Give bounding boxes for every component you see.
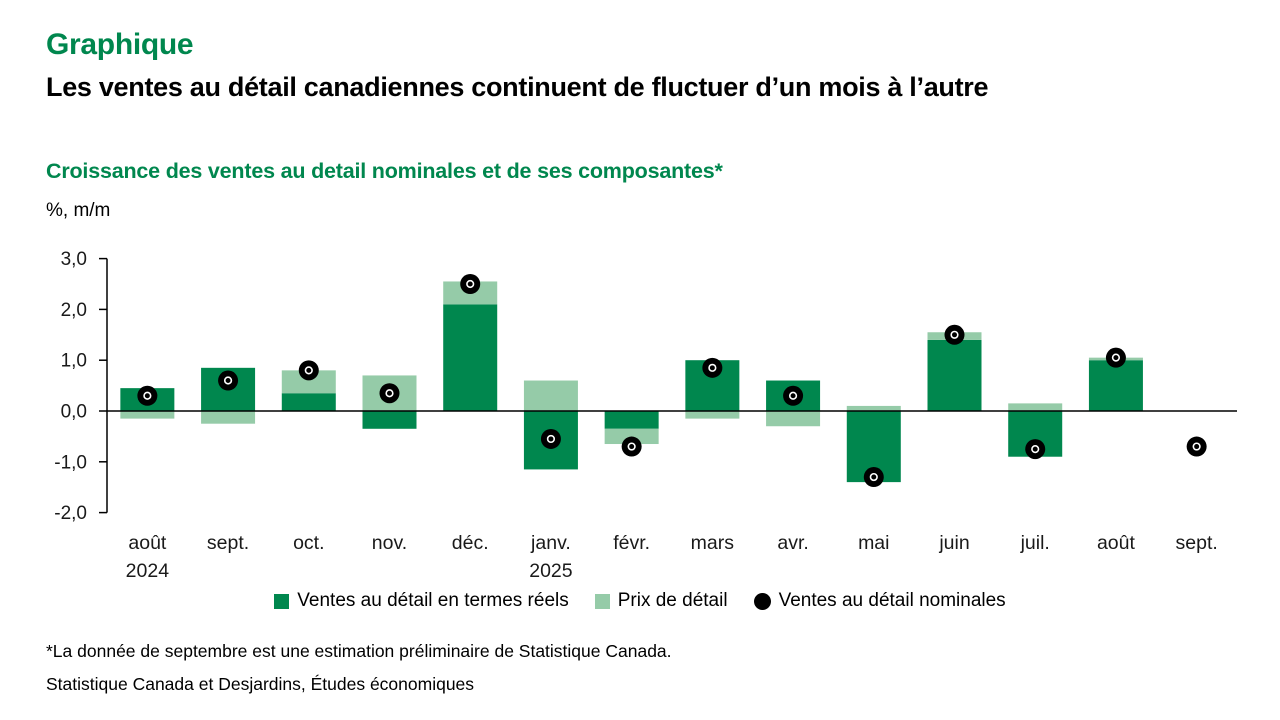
chart-area: 3,0 2,0 1,0 0,0 -1,0 -2,0 août 2024 sept. oct. nov… — [40, 245, 1250, 585]
black-circle-icon — [753, 592, 771, 610]
nominal-dot-ring — [385, 389, 394, 398]
x-tick-label: mars — [691, 532, 735, 554]
nominal-dot-ring — [1031, 445, 1040, 454]
bar-price-segment — [281, 370, 336, 394]
page-title: Les ventes au détail canadiennes continu… — [46, 72, 989, 102]
bar-real-segment — [927, 339, 982, 411]
x-tick-label: mai — [858, 532, 889, 554]
nominal-dot — [783, 385, 804, 406]
bar-price-segment — [201, 411, 256, 424]
y-tick-label: 1,0 — [61, 351, 87, 372]
legend-item-nominal-sales: Ventes au détail nominales — [753, 590, 1006, 612]
x-tick-label: juin — [938, 532, 969, 554]
bar-price-segment — [604, 428, 659, 445]
nominal-dot-ring — [304, 366, 313, 375]
y-tick-label: -1,0 — [54, 452, 87, 473]
nominal-dot — [944, 324, 965, 345]
y-tick-label: -2,0 — [54, 503, 87, 524]
nominal-dot-ring — [1192, 442, 1201, 451]
nominal-dot — [298, 360, 319, 381]
x-tick-label: nov. — [372, 532, 407, 554]
x-tick-label: févr. — [613, 532, 650, 554]
nominal-dot — [1186, 436, 1207, 457]
bar-price-segment — [1008, 403, 1063, 411]
x-tick-label: déc. — [452, 532, 489, 554]
nominal-dot — [1025, 439, 1046, 460]
source-line: Statistique Canada et Desjardins, Études… — [46, 674, 475, 694]
bar-real-segment — [362, 411, 417, 429]
x-tick-label: sept. — [1176, 532, 1218, 554]
light-green-square-icon — [594, 593, 610, 609]
y-tick-label: 0,0 — [61, 402, 87, 423]
nominal-dot-ring — [788, 391, 798, 400]
nominal-dot-ring — [223, 376, 233, 385]
nominal-dot — [540, 428, 561, 449]
bar-real-segment — [1088, 360, 1143, 411]
nominal-dot-ring — [869, 472, 878, 482]
nominal-dot-ring — [950, 330, 959, 339]
y-tick-label: 3,0 — [61, 249, 87, 270]
nominal-dot-ring — [1111, 353, 1121, 362]
nominal-dot — [702, 357, 723, 378]
bar-real-segment — [281, 393, 336, 411]
nominal-dot — [621, 436, 642, 457]
x-tick-label: juil. — [1020, 532, 1050, 554]
y-tick-label: 2,0 — [61, 300, 87, 321]
chart-title: Croissance des ventes au detail nominale… — [46, 159, 723, 183]
x-tick-label: oct. — [293, 532, 324, 554]
nominal-dot — [218, 370, 239, 391]
nominal-dot-ring — [546, 434, 556, 444]
nominal-dot-ring — [627, 442, 636, 451]
nominal-dot-ring — [708, 363, 717, 372]
nominal-dot-ring — [143, 391, 152, 400]
dark-green-square-icon — [274, 593, 290, 609]
legend-label-retail-prices: Prix de détail — [617, 590, 728, 611]
chart-canvas: 3,0 2,0 1,0 0,0 -1,0 -2,0 août 2024 sept. oct. nov… — [54, 249, 1237, 582]
chart-legend: Ventes au détail en termes réels Prix de… — [0, 590, 1280, 612]
bar-real-segment — [604, 411, 659, 429]
nominal-dot-ring — [466, 279, 475, 289]
nominal-dot — [137, 385, 158, 406]
x-tick-label: janv. — [530, 532, 571, 554]
x-tick-label: août — [128, 532, 167, 554]
y-axis-unit-label: %, m/m — [46, 200, 111, 221]
bar-real-segment — [443, 304, 498, 411]
legend-label-real-sales: Ventes au détail en termes réels — [297, 590, 569, 611]
x-tick-label: août — [1097, 532, 1136, 554]
bar-price-segment — [846, 405, 901, 411]
nominal-dot — [460, 274, 481, 294]
bar-price-segment — [766, 411, 821, 427]
bar-price-segment — [685, 411, 740, 419]
x-tick-label: sept. — [207, 532, 249, 554]
nominal-dot — [863, 467, 884, 488]
bar-price-segment — [120, 411, 175, 419]
x-tick-year-label: 2025 — [529, 560, 573, 582]
legend-label-nominal-sales: Ventes au détail nominales — [778, 590, 1006, 611]
bar-price-segment — [523, 380, 578, 411]
legend-item-real-sales: Ventes au détail en termes réels — [274, 590, 569, 612]
page-kicker: Graphique — [46, 28, 194, 61]
x-tick-year-label: 2024 — [126, 560, 170, 582]
nominal-dot — [379, 383, 400, 404]
legend-item-retail-prices: Prix de détail — [594, 590, 728, 612]
footnote: *La donnée de septembre est une estimati… — [46, 641, 672, 661]
nominal-dot — [1105, 347, 1126, 368]
x-tick-label: avr. — [777, 532, 808, 554]
